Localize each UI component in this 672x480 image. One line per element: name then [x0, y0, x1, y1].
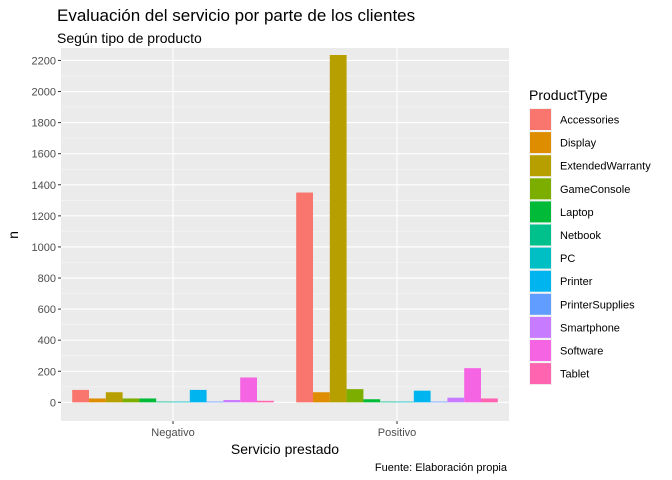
legend-swatch-extendedwarranty	[530, 155, 551, 177]
bar-tablet-positivo	[481, 398, 498, 403]
chart-caption: Fuente: Elaboración propia	[375, 462, 508, 474]
legend-title: ProductType	[529, 87, 608, 103]
bar-display-negativo	[89, 398, 106, 403]
legend: Accessories Display ExtendedWarranty GameCo…	[529, 108, 651, 386]
bar-accessories-positivo	[296, 192, 313, 403]
y-tick-label: 1200	[32, 211, 56, 223]
legend-swatch-display	[530, 132, 551, 154]
bar-smartphone-positivo	[447, 397, 465, 403]
legend-swatch-software	[530, 340, 551, 361]
bar-laptop-negativo	[139, 398, 157, 403]
legend-label-smartphone: Smartphone	[560, 322, 620, 334]
bar-printer-positivo	[413, 390, 431, 403]
legend-swatch-gameconsole	[530, 178, 551, 200]
x-tick-label: Positivo	[378, 427, 417, 439]
legend-label-printersupplies: PrinterSupplies	[560, 299, 635, 311]
legend-label-accessories: Accessories	[560, 115, 620, 127]
y-tick-label: 0	[50, 397, 56, 409]
bar-netbook-negativo	[156, 401, 173, 403]
bar-gameconsole-positivo	[346, 389, 364, 403]
legend-swatch-pc	[530, 247, 551, 269]
x-axis-ticks: Negativo Positivo	[151, 421, 416, 439]
y-tick-label: 1400	[32, 180, 56, 192]
bar-tablet-negativo	[257, 400, 274, 403]
y-axis-ticks: 0 200 400 600 800 1000 1200 1400 1600 1800 2000 220…	[32, 55, 61, 409]
x-tick-label: Negativo	[151, 427, 194, 439]
bar-accessories-negativo	[72, 389, 89, 403]
bar-laptop-positivo	[363, 399, 381, 403]
legend-label-software: Software	[560, 346, 603, 358]
legend-label-printer: Printer	[560, 276, 593, 288]
bar-gameconsole-negativo	[122, 398, 140, 403]
legend-label-extendedwarranty: ExtendedWarranty	[560, 161, 651, 173]
legend-swatch-smartphone	[530, 316, 551, 338]
legend-label-gameconsole: GameConsole	[560, 184, 630, 196]
bar-printersupplies-negativo	[206, 401, 224, 403]
y-tick-label: 2200	[32, 55, 56, 67]
chart-subtitle: Según tipo de producto	[57, 30, 202, 46]
x-axis-title: Servicio prestado	[231, 441, 339, 457]
legend-swatch-netbook	[530, 224, 551, 246]
y-tick-label: 800	[38, 273, 56, 285]
legend-swatch-printer	[530, 270, 551, 292]
y-tick-label: 2000	[32, 87, 56, 99]
bar-software-negativo	[240, 377, 257, 403]
legend-label-laptop: Laptop	[560, 207, 594, 219]
y-tick-label: 400	[38, 335, 56, 347]
bar-pc-positivo	[397, 401, 414, 403]
legend-label-pc: PC	[560, 253, 575, 265]
y-tick-label: 1600	[32, 149, 56, 161]
y-tick-label: 600	[38, 304, 56, 316]
bars	[72, 54, 498, 403]
bar-pc-negativo	[173, 401, 190, 403]
bar-smartphone-negativo	[223, 400, 241, 403]
legend-swatch-accessories	[530, 109, 551, 130]
legend-label-display: Display	[560, 138, 597, 150]
legend-label-tablet: Tablet	[560, 369, 589, 381]
legend-swatch-printersupplies	[530, 293, 551, 315]
bar-printer-negativo	[189, 389, 207, 403]
bar-display-positivo	[313, 392, 330, 403]
plot-panel	[61, 48, 509, 421]
grid-lines	[61, 48, 509, 421]
legend-swatch-tablet	[530, 363, 551, 385]
bar-extendedwarranty-negativo	[105, 392, 123, 403]
chart-title: Evaluación del servicio por parte de los…	[57, 6, 415, 25]
bar-extendedwarranty-positivo	[329, 54, 347, 403]
bar-printersupplies-positivo	[430, 401, 448, 403]
y-axis-title: n	[5, 231, 21, 239]
bar-software-positivo	[464, 368, 481, 403]
y-tick-label: 200	[38, 366, 56, 378]
legend-label-netbook: Netbook	[560, 230, 601, 242]
bar-netbook-positivo	[380, 401, 397, 403]
y-tick-label: 1800	[32, 118, 56, 130]
legend-swatch-laptop	[530, 201, 551, 223]
y-tick-label: 1000	[32, 242, 56, 254]
